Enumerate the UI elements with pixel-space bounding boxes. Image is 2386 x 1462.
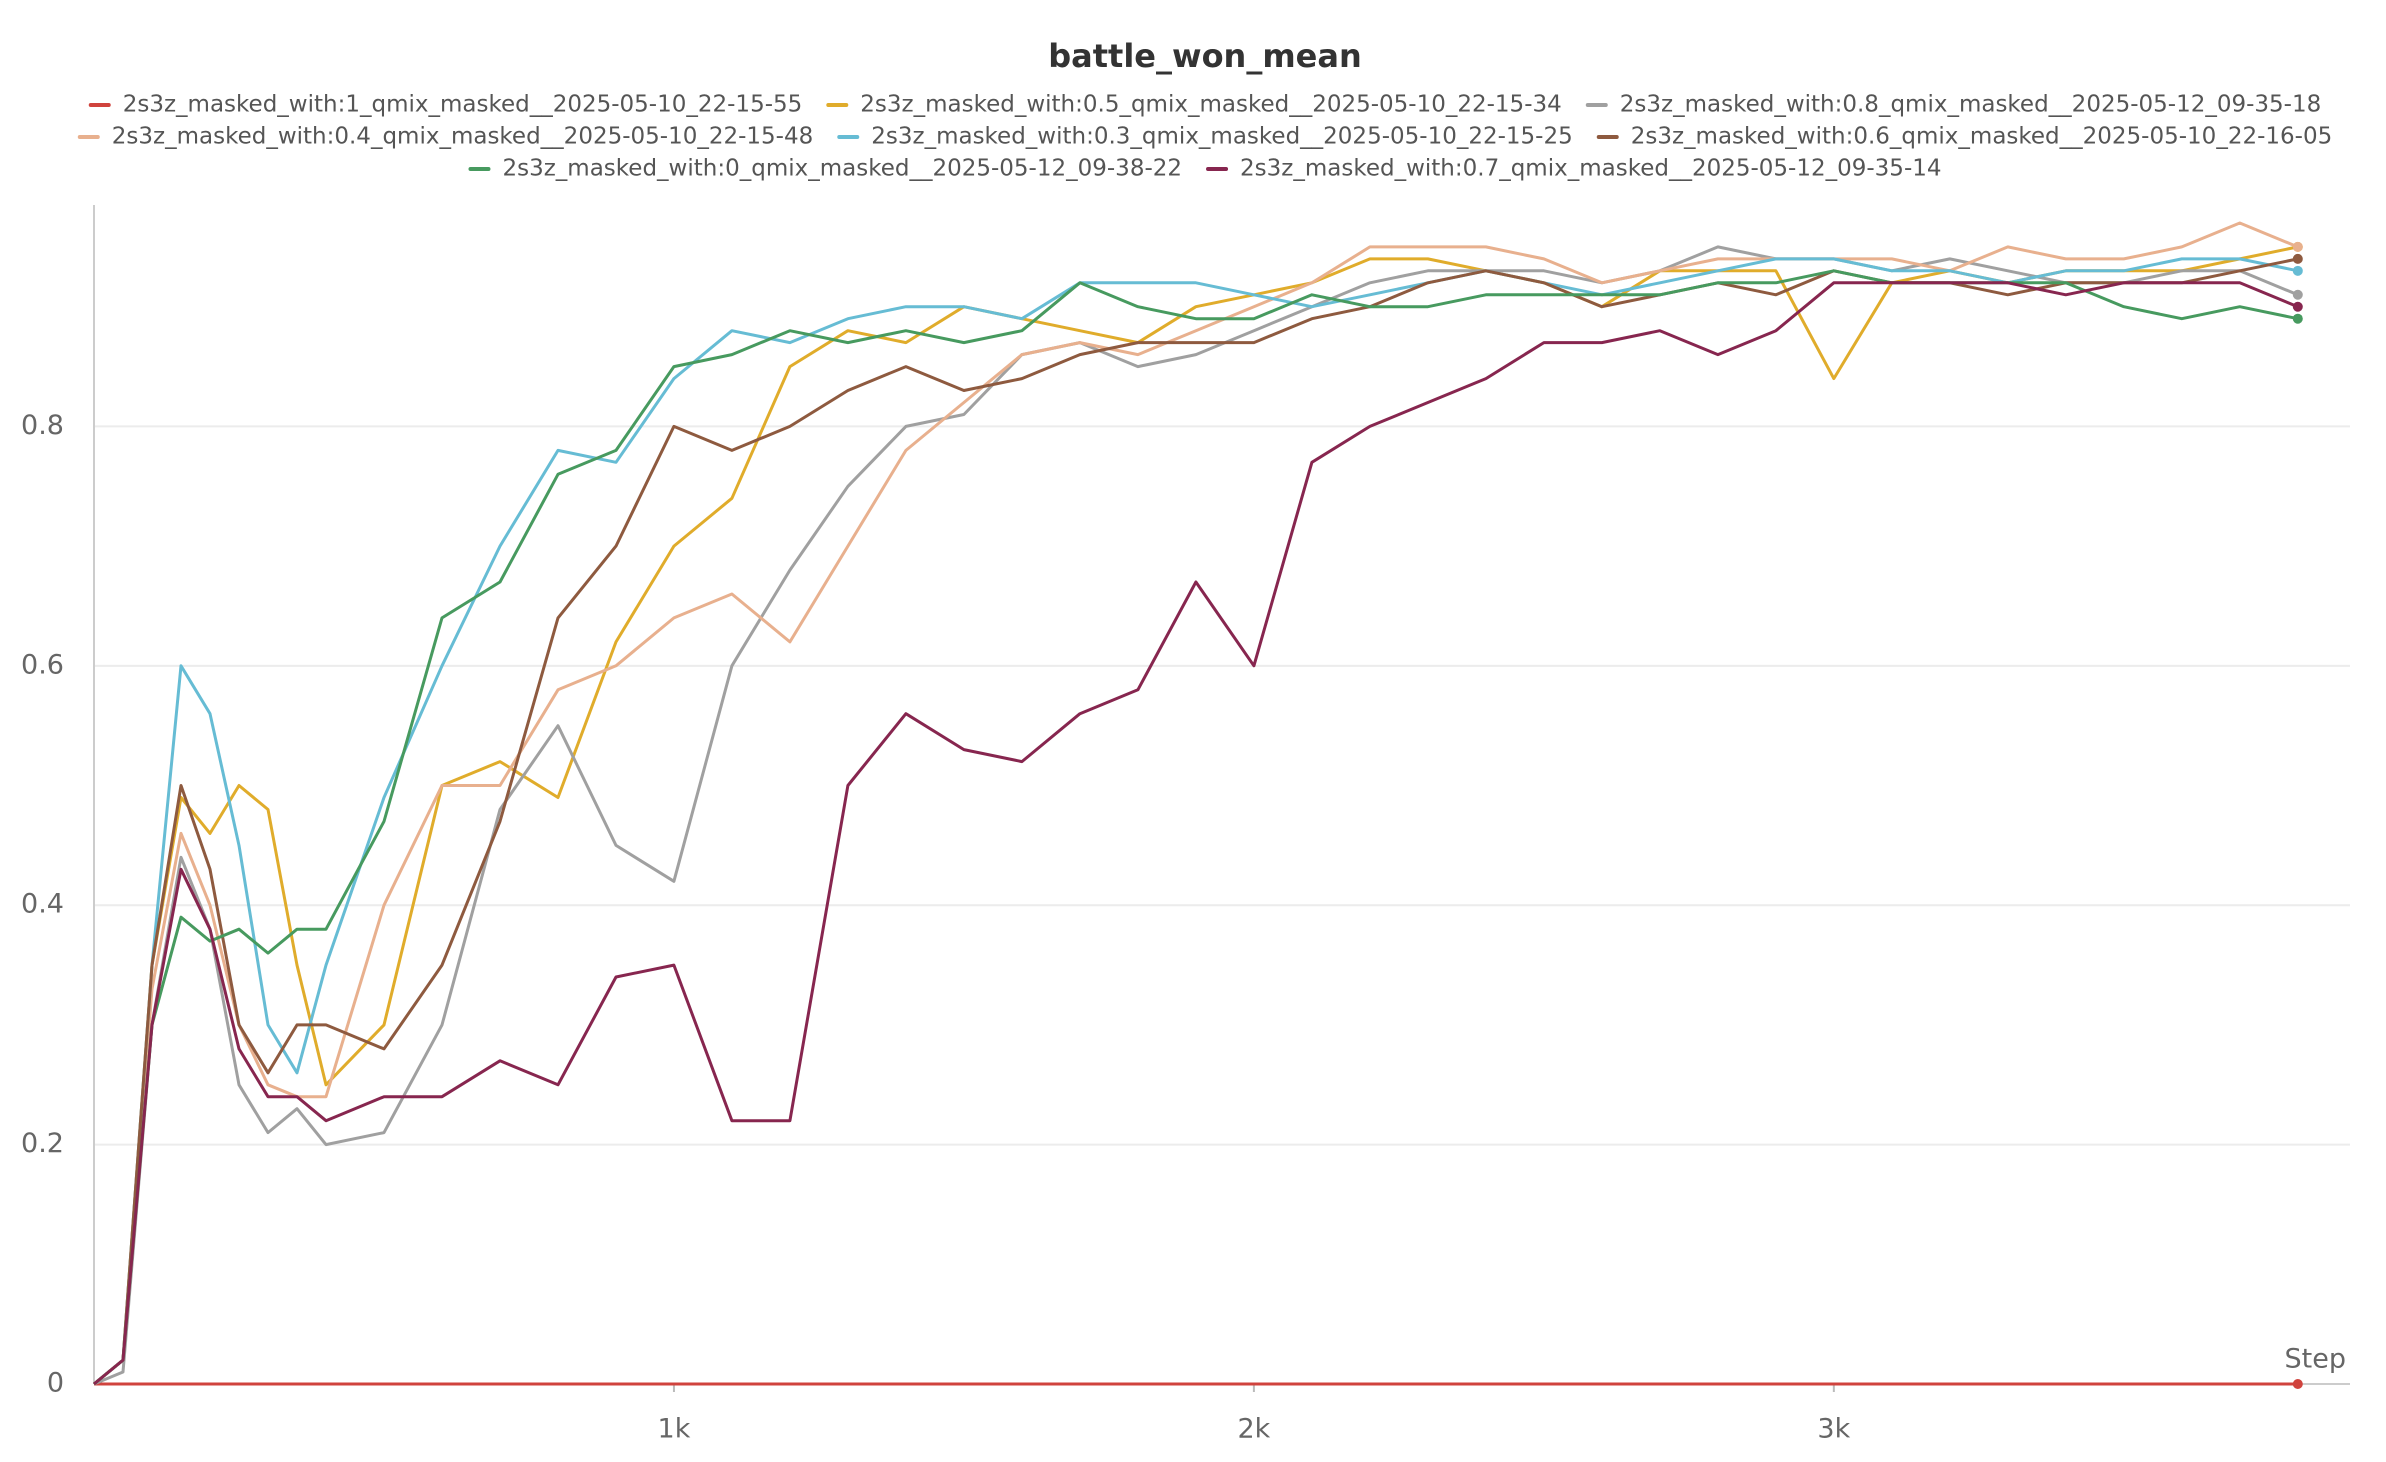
x-tick-label: 2k (1237, 1414, 1270, 1445)
end-dot (2292, 313, 2303, 324)
series-line (93, 245, 2299, 1386)
y-tick-label: 0 (47, 1368, 64, 1399)
end-dot (2292, 1379, 2303, 1389)
legend-label: 2s3z_masked_with:0.3_qmix_masked__2025-0… (871, 124, 1572, 150)
y-tick-label: 0.8 (21, 410, 64, 441)
end-dot (2292, 301, 2303, 312)
legend-label: 2s3z_masked_with:0_qmix_masked__2025-05-… (502, 156, 1182, 182)
x-axis-label: Step (2285, 1344, 2346, 1375)
legend-label: 2s3z_masked_with:0.4_qmix_masked__2025-0… (112, 124, 813, 150)
x-tick-label: 1k (658, 1414, 691, 1445)
x-tick-label: 3k (1817, 1414, 1850, 1445)
end-dot (2292, 241, 2303, 252)
legend-label: 2s3z_masked_with:0.5_qmix_masked__2025-0… (860, 92, 1561, 118)
series-line (93, 269, 2299, 1386)
y-tick-label: 0.4 (21, 889, 64, 920)
end-dot (2292, 253, 2303, 264)
end-dot (2292, 265, 2303, 276)
legend-label: 2s3z_masked_with:0.6_qmix_masked__2025-0… (1631, 124, 2332, 150)
series-line (93, 281, 2299, 1386)
series-line (93, 221, 2299, 1386)
y-tick-label: 0.6 (21, 649, 64, 680)
legend-label: 2s3z_masked_with:0.8_qmix_masked__2025-0… (1620, 92, 2321, 118)
y-tick-label: 0.2 (21, 1128, 64, 1159)
chart-title: battle_won_mean (1048, 37, 1362, 75)
end-dot (2292, 289, 2303, 300)
legend-label: 2s3z_masked_with:0.7_qmix_masked__2025-0… (1240, 156, 1941, 182)
legend-label: 2s3z_masked_with:1_qmix_masked__2025-05-… (123, 92, 803, 118)
series-line (93, 245, 2299, 1386)
